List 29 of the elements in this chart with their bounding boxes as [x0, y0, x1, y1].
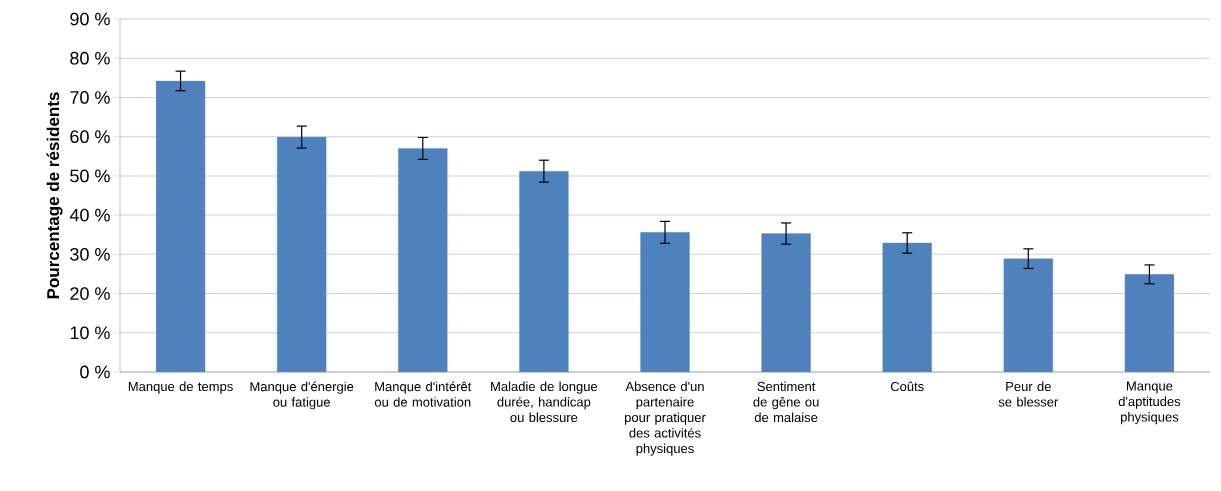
y-tick-label: 40 %	[69, 208, 110, 222]
x-tick-label: Manque d'aptitudes physiques	[1118, 381, 1181, 425]
y-tick-label: 20 %	[70, 287, 110, 300]
y-axis-title: Pourcentage de résidents	[46, 92, 63, 299]
bar	[519, 170, 569, 372]
bar	[398, 148, 448, 372]
y-tick-label: 30 %	[70, 247, 110, 261]
bar	[882, 242, 932, 372]
bar	[1003, 258, 1054, 372]
bar	[155, 80, 206, 372]
y-tick-label: 10 %	[70, 326, 110, 340]
y-tick-label: 70 %	[70, 91, 110, 104]
x-tick-label: Manque d'énergie ou fatigue	[250, 381, 354, 410]
y-tick-label: 0 %	[80, 365, 110, 379]
x-tick-label: Maladie de longue durée, handicap ou blessure	[491, 381, 598, 423]
x-tick-label: Coûts	[890, 381, 924, 392]
y-tick-label: 80 %	[70, 51, 110, 65]
y-tick-label: 50 %	[70, 169, 110, 183]
x-tick-label: Absence d'un partenaire pour pratiquer des activités physiques	[625, 381, 706, 456]
bar	[640, 232, 690, 372]
x-tick-label: Peur de se blesser	[998, 381, 1059, 407]
y-tick-label: 60 %	[70, 130, 110, 144]
bar	[1124, 274, 1175, 372]
x-tick-label: Sentiment de gêne ou de malaise	[753, 381, 819, 423]
bar	[761, 233, 811, 372]
x-tick-label: Manque d'intérêt ou de motivation	[374, 381, 472, 407]
bar	[276, 136, 327, 372]
x-tick-label: Manque de temps	[128, 381, 233, 394]
y-tick-label: 90 %	[70, 12, 110, 26]
